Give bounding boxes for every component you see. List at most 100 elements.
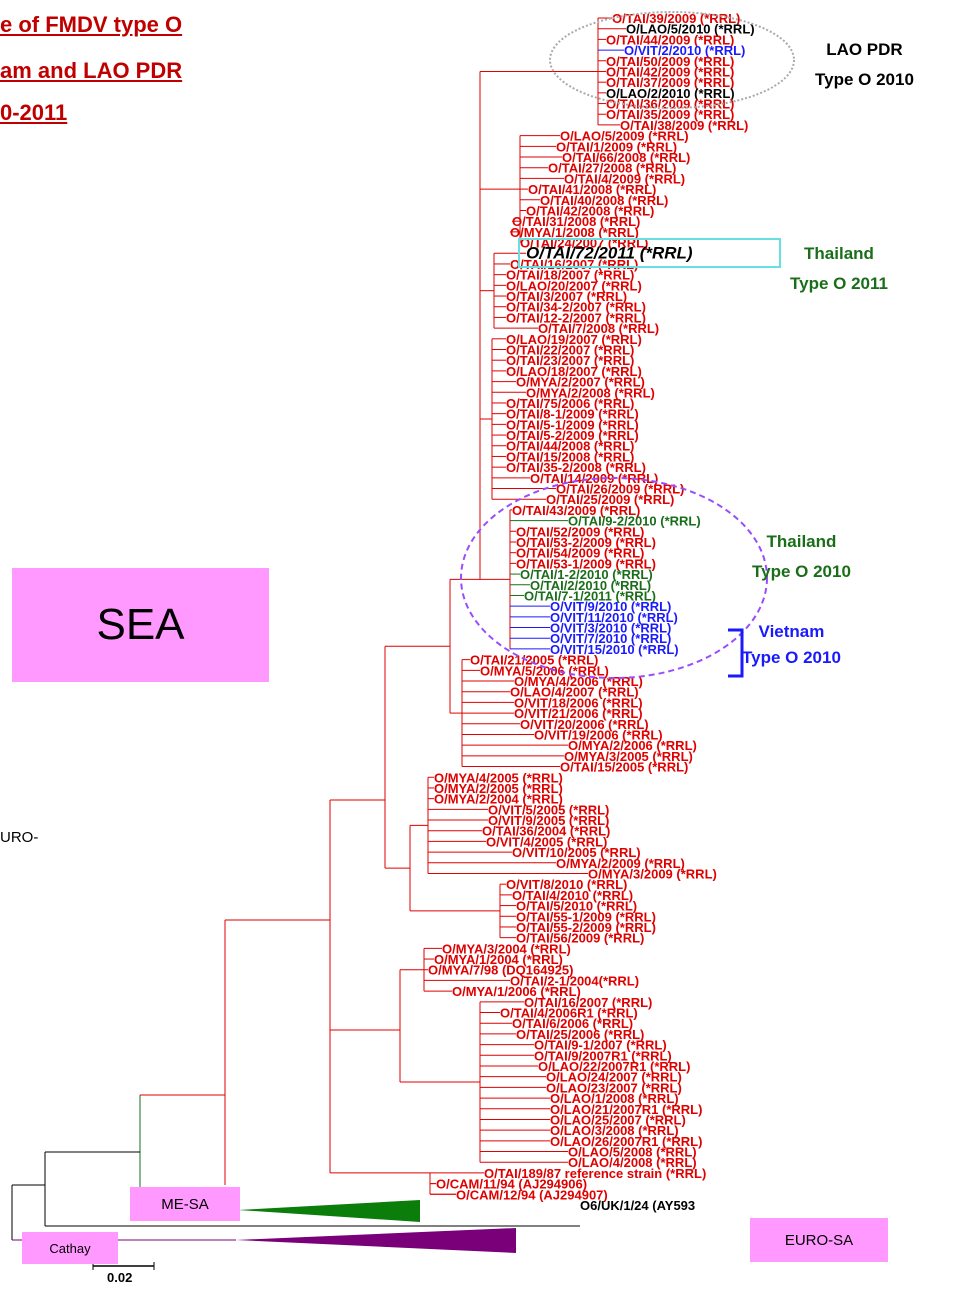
leaf-label: O/LAO/4/2008 (*RRL) [568,1155,697,1170]
leaf-label: O/TAI/55-2/2009 (*RRL) [516,920,656,935]
leaf-label: O/TAI/25/2006 (*RRL) [516,1027,644,1042]
leaf-label: O/MYA/1/2004 (*RRL) [434,952,563,967]
lao-annotation-line2: Type O 2010 [815,70,914,89]
leaf-label: O/TAI/36/2009 (*RRL) [606,97,734,112]
leaf-label: O/LAO/21/2007R1 (*RRL) [550,1102,702,1117]
vietnam-annotation: Vietnam Type O 2010 [742,622,841,668]
leaf-label: O/VIT/9/2010 (*RRL) [550,599,671,614]
leaf-label: O/TAI/8-1/2009 (*RRL) [506,407,639,422]
leaf-label: O/TAI/6/2006 (*RRL) [512,1016,633,1031]
thai2010-annotation: Thailand Type O 2010 [752,532,851,582]
sea-clade-box: SEA [12,568,269,682]
vietnam-bracket [728,628,744,678]
leaf-label: O/MYA/1/2008 (*RRL) [510,225,639,240]
leaf-label: O/TAI/35/2009 (*RRL) [606,107,734,122]
leaf-label: O/CAM/11/94 (AJ294906) [436,1177,587,1192]
leaf-label: O/TAI/53-2/2009 (*RRL) [516,535,656,550]
leaf-label: O/MYA/3/2005 (*RRL) [564,749,693,764]
euro-sa-clade-label: EURO-SA [784,1231,854,1249]
thai-vietnam-2010-ellipse [460,477,768,679]
leaf-label: O/TAI/72/2011 (*RRL) [526,243,693,262]
leaf-label: O/LAO/2/2010 (*RRL) [606,86,735,101]
leaf-label: O/TAI/54/2009 (*RRL) [516,546,644,561]
leaf-label: O/TAI/16/2007 (*RRL) [510,257,638,272]
leaf-label: O/LAO/18/2007 (*RRL) [506,364,642,379]
leaf-label: O/MYA/3/2004 (*RRL) [442,941,571,956]
leaf-label: O/TAI/38/2009 (*RRL) [620,118,748,133]
leaf-label: O/TAI/1/2009 (*RRL) [556,139,677,154]
leaf-label: O/TAI/39/2009 (*RRL) [612,11,740,26]
leaf-label: O/MYA/2/2005 (*RRL) [434,781,563,796]
leaf-label: O/TAI/189/87 reference strain (*RRL) [484,1166,706,1181]
thai2011-annotation-line2: Type O 2011 [790,274,888,293]
leaf-label: O/TAI/1-2/2010 (*RRL) [520,567,653,582]
leaf-label: O/TAI/53-1/2009 (*RRL) [516,556,656,571]
leaf-label: O/TAI/55-1/2009 (*RRL) [516,909,656,924]
lao-annotation-line1: LAO PDR [826,40,903,59]
leaf-label: O/TAI/3/2007 (*RRL) [506,289,627,304]
leaf-label: O/TAI/42/2008 (*RRL) [526,203,654,218]
euro-sa-clade-box: EURO-SA [750,1218,888,1262]
thai2010-annotation-line1: Thailand [766,532,837,551]
leaf-label: O/MYA/1/2006 (*RRL) [452,984,581,999]
leaf-label: O/VIT/3/2010 (*RRL) [550,621,671,636]
cathay-triangle [236,1228,516,1253]
me-sa-clade-label: ME-SA [161,1195,209,1213]
leaf-label: O/TAI/50/2009 (*RRL) [606,54,734,69]
leaf-label: O/LAO/4/2007 (*RRL) [510,685,639,700]
leaf-label: O/LAO/24/2007 (*RRL) [546,1070,682,1085]
leaf-label: O/VIT/8/2010 (*RRL) [506,877,627,892]
cathay-clade-box: Cathay [22,1232,118,1264]
leaf-label: O/TAI/7-1/2011 (*RRL) [524,588,656,603]
leaf-label: O/TAI/15/2008 (*RRL) [506,449,634,464]
leaf-label: O/VIT/11/2010 (*RRL) [550,610,678,625]
leaf-label: O/TAI/9-2/2010 (*RRL) [568,514,701,529]
vietnam-annotation-line2: Type O 2010 [742,648,841,667]
title-line-2: am and LAO PDR [0,58,183,83]
leaf-label: O/VIT/10/2005 (*RRL) [512,845,641,860]
thai2011-annotation: Thailand Type O 2011 [790,244,888,294]
leaf-label: O/TAI/16/2007 (*RRL) [524,995,652,1010]
leaf-label: O/LAO/25/2007 (*RRL) [550,1112,686,1127]
leaf-label: O/MYA/2/2006 (*RRL) [568,738,697,753]
leaf-label: O/LAO/22/2007R1 (*RRL) [538,1059,690,1074]
leaf-labels: O/TAI/39/2009 (*RRL)O/LAO/5/2010 (*RRL)O… [428,11,755,1213]
leaf-label: O/VIT/19/2006 (*RRL) [534,727,663,742]
leaf-label: O/TAI/31/2008 (*RRL) [512,214,640,229]
leaf-label: O/TAI/4/2010 (*RRL) [512,888,633,903]
leaf-label: O/TAI/26/2009 (*RRL) [556,482,684,497]
euro-partial-label: URO- [0,829,39,846]
leaf-label: O/MYA/2/2004 (*RRL) [434,792,563,807]
thai2011-highlight-box [518,238,781,268]
leaf-label: O/LAO/3/2008 (*RRL) [550,1123,679,1138]
title-line-3: 0-2011 [0,100,68,125]
leaf-label: O/TAI/35-2/2008 (*RRL) [506,460,646,475]
leaf-label: O/TAI/5/2010 (*RRL) [516,899,637,914]
leaf-label: O/MYA/7/98 (DQ164925) [428,963,573,978]
leaf-label: O/TAI/23/2007 (*RRL) [506,353,634,368]
leaf-label: O6/UK/1/24 (AY593 [580,1198,695,1213]
leaf-label: O/MYA/2/2008 (*RRL) [526,385,655,400]
leaf-label: O/LAO/19/2007 (*RRL) [506,332,642,347]
leaf-label: O/TAI/43/2009 (*RRL) [512,503,640,518]
leaf-label: O/TAI/66/2008 (*RRL) [562,150,690,165]
leaf-label: O/TAI/56/2009 (*RRL) [516,931,644,946]
leaf-label: O/MYA/2/2007 (*RRL) [516,375,645,390]
leaf-label: O/TAI/9-1/2007 (*RRL) [534,1038,667,1053]
leaf-label: O/LAO/26/2007R1 (*RRL) [550,1134,702,1149]
leaf-label: O/VIT/18/2006 (*RRL) [514,695,643,710]
leaf-label: O/TAI/42/2009 (*RRL) [606,64,734,79]
leaf-label: O/VIT/20/2006 (*RRL) [520,717,649,732]
vietnam-annotation-line1: Vietnam [758,622,825,641]
leaf-label: O/TAI/7/2008 (*RRL) [538,321,659,336]
leaf-label: O/CAM/12/94 (AJ294907) [456,1187,608,1202]
scale-bar-label: 0.02 [107,1270,133,1285]
leaf-label: O/TAI/44/2008 (*RRL) [506,439,634,454]
leaf-label: O/LAO/23/2007 (*RRL) [546,1080,682,1095]
leaf-label: O/TAI/2/2010 (*RRL) [530,578,651,593]
leaf-label: O/LAO/1/2008 (*RRL) [550,1091,679,1106]
lao-annotation: LAO PDR Type O 2010 [815,40,914,90]
leaf-label: O/MYA/5/2006 (*RRL) [480,663,609,678]
leaf-label: O/TAI/4/2006R1 (*RRL) [500,1006,638,1021]
